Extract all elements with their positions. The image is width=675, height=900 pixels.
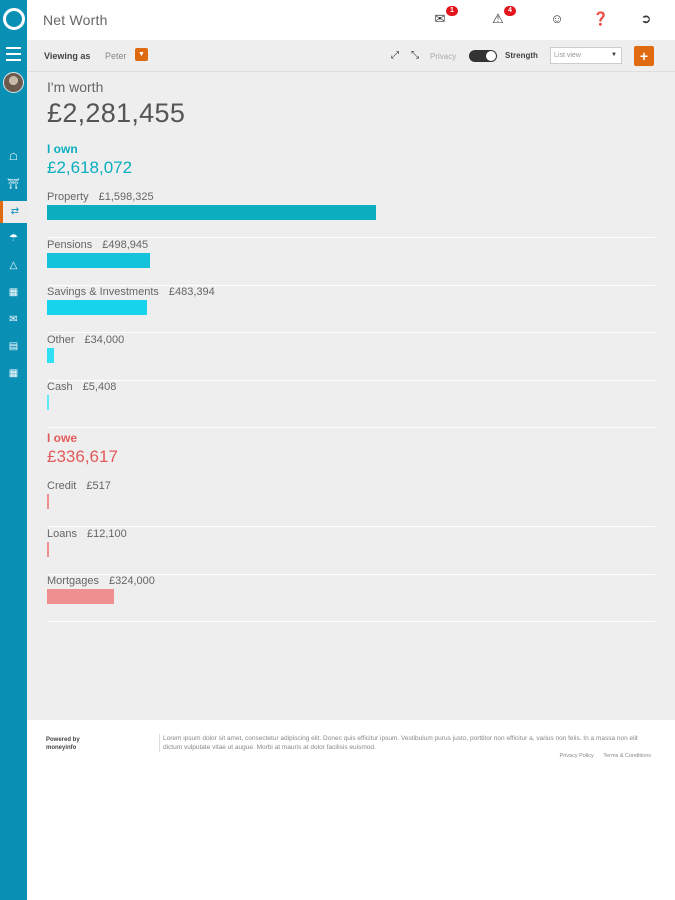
chevron-down-icon[interactable]: ▼ <box>135 48 148 61</box>
own-heading: I own <box>47 142 78 156</box>
footer-text: Lorem ipsum dolor sit amet, consectetur … <box>159 734 649 752</box>
calendar-icon[interactable]: ▦ <box>8 368 19 379</box>
item-label: Pensions £498,945 <box>47 239 148 251</box>
item-value: £12,100 <box>86 527 127 540</box>
item-label: Loans £12,100 <box>47 528 127 540</box>
toolbar: Viewing as Peter ▼ ⤢ ⤡ Privacy Strength … <box>27 40 675 72</box>
view-select[interactable]: List view ▼ <box>550 47 622 64</box>
item-bar <box>47 205 376 220</box>
item-name: Mortgages <box>47 575 99 587</box>
app-logo[interactable] <box>3 8 25 30</box>
item-name: Pensions <box>47 238 93 251</box>
privacy-policy-link[interactable]: Privacy Policy <box>559 753 594 759</box>
document-icon[interactable]: ▤ <box>8 341 19 352</box>
page-title: Net Worth <box>43 12 108 28</box>
menu-icon[interactable] <box>0 44 27 64</box>
expand-icon[interactable]: ⤡ <box>411 50 419 61</box>
item-bar <box>47 589 114 604</box>
umbrella-icon[interactable]: ☂ <box>9 233 18 244</box>
item-name: Other <box>47 333 75 346</box>
add-button[interactable]: + <box>634 46 654 66</box>
envelope-icon[interactable]: ✉ <box>9 314 18 325</box>
privacy-toggle[interactable] <box>469 50 497 62</box>
footer-links: Privacy Policy Terms & Conditions <box>552 753 651 759</box>
item-bar <box>47 252 150 268</box>
item-label: Mortgages £324,000 <box>47 575 155 587</box>
item-name: Credit <box>47 480 77 492</box>
user-icon[interactable]: ☺ <box>550 11 564 26</box>
home-icon[interactable]: ☖ <box>9 152 18 163</box>
item-value: £34,000 <box>84 333 125 346</box>
alerts-badge: 4 <box>504 6 516 16</box>
item-name: Property <box>47 191 89 203</box>
item-bar <box>47 541 49 557</box>
item-value: £1,598,325 <box>98 191 154 203</box>
strength-label: Strength <box>505 51 538 60</box>
item-bar <box>47 300 147 315</box>
item-bar <box>47 494 49 509</box>
alerts-icon[interactable]: ⚠ 4 <box>487 6 516 30</box>
item-bar <box>47 347 54 363</box>
item-name: Savings & Investments <box>47 286 159 298</box>
user-avatar[interactable] <box>3 72 24 93</box>
item-value: £324,000 <box>108 575 155 587</box>
view-select-value: List view <box>554 52 581 59</box>
bar-chart-icon[interactable]: ▦ <box>8 287 19 298</box>
area-chart-icon[interactable]: △ <box>9 260 18 271</box>
worth-value: £2,281,455 <box>47 98 186 128</box>
item-label: Property £1,598,325 <box>47 191 154 203</box>
item-name: Cash <box>47 381 73 393</box>
item-value: £498,945 <box>102 238 149 251</box>
item-label: Other £34,000 <box>47 334 124 346</box>
brand-name: moneyinfo <box>46 745 77 751</box>
owe-total: £336,617 <box>47 447 118 466</box>
list-item[interactable]: Credit £517 <box>47 480 655 527</box>
footer: Powered by moneyinfo Lorem ipsum dolor s… <box>27 720 675 900</box>
terms-link[interactable]: Terms & Conditions <box>603 753 651 759</box>
messages-badge: 1 <box>446 6 458 16</box>
viewing-as-user[interactable]: Peter <box>105 51 127 61</box>
privacy-label: Privacy <box>430 52 457 61</box>
list-item[interactable]: Other £34,000 <box>47 334 655 381</box>
main-content: I'm worth £2,281,455 I own £2,618,072 Pr… <box>27 72 675 720</box>
messages-icon[interactable]: ✉ 1 <box>429 6 458 30</box>
item-bar <box>47 395 49 410</box>
collapse-icon[interactable]: ⤢ <box>391 50 399 61</box>
item-value: £483,394 <box>168 286 215 298</box>
owe-heading: I owe <box>47 431 78 445</box>
item-label: Cash £5,408 <box>47 381 116 393</box>
logout-icon[interactable]: ➲ <box>640 11 652 26</box>
help-icon[interactable]: ❓ <box>592 11 610 26</box>
list-item[interactable]: Mortgages £324,000 <box>47 575 655 622</box>
bank-icon[interactable]: ⛩ <box>7 179 20 190</box>
list-item[interactable]: Loans £12,100 <box>47 528 655 575</box>
toggle-knob <box>486 51 496 61</box>
item-name: Loans <box>47 527 77 540</box>
item-value: £517 <box>86 480 111 492</box>
transfer-icon[interactable]: ⇄ <box>0 201 27 223</box>
viewing-as-label: Viewing as <box>44 51 91 61</box>
item-value: £5,408 <box>82 381 117 393</box>
item-label: Credit £517 <box>47 480 111 492</box>
powered-by: Powered by moneyinfo <box>46 736 80 752</box>
list-item[interactable]: Savings & Investments £483,394 <box>47 286 655 333</box>
own-total: £2,618,072 <box>47 158 133 177</box>
powered-by-label: Powered by <box>46 737 80 743</box>
list-item[interactable]: Pensions £498,945 <box>47 239 655 286</box>
list-item[interactable]: Cash £5,408 <box>47 381 655 428</box>
list-item[interactable]: Property £1,598,325 <box>47 191 655 238</box>
caret-down-icon: ▼ <box>611 52 617 58</box>
left-sidebar: ☖ ⛩ ⇄ ☂ △ ▦ ✉ ▤ ▦ <box>0 0 27 900</box>
item-label: Savings & Investments £483,394 <box>47 286 215 298</box>
worth-label: I'm worth <box>47 79 104 95</box>
top-header: Net Worth ✉ 1 ⚠ 4 ☺ ❓ ➲ <box>27 0 675 40</box>
